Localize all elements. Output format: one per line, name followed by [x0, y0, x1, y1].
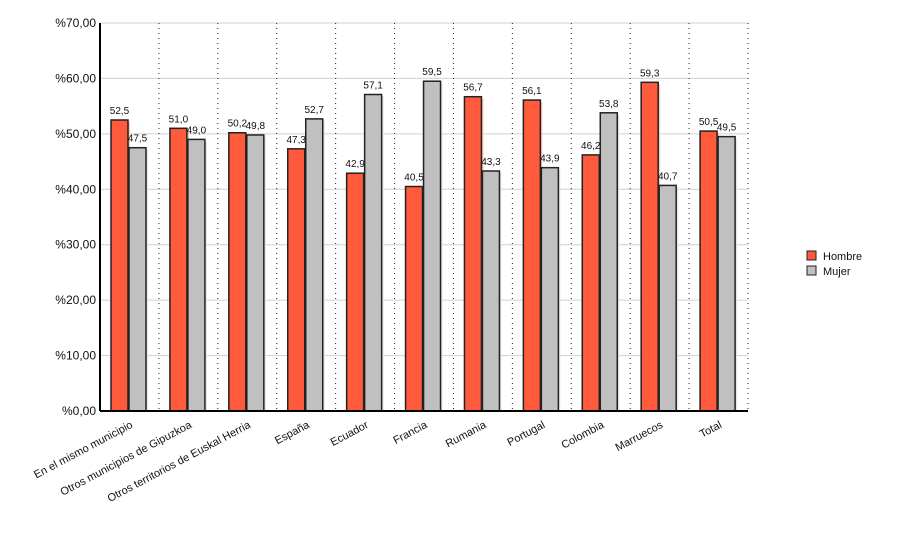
- x-tick-label: Portugal: [505, 419, 547, 449]
- y-tick-label: %60,00: [55, 71, 96, 85]
- bar-hombre: [110, 119, 129, 412]
- x-tick-label: Marruecos: [614, 419, 666, 454]
- data-label: 52,5: [110, 106, 130, 117]
- bar-hombre: [699, 130, 718, 412]
- data-label: 49,0: [187, 125, 207, 136]
- data-label: 47,3: [286, 135, 306, 146]
- x-tick-label: Colombia: [559, 419, 606, 452]
- legend-label: Mujer: [823, 266, 851, 278]
- data-label: 56,7: [463, 83, 483, 94]
- y-tick-label: %10,00: [55, 349, 96, 363]
- data-label: 46,2: [581, 141, 601, 152]
- data-label: 49,8: [246, 121, 266, 132]
- legend-label: Hombre: [823, 251, 862, 263]
- bar-mujer: [481, 170, 501, 412]
- x-tick-label: Ecuador: [329, 419, 371, 449]
- x-tick-label: España: [273, 419, 312, 448]
- bar-mujer: [658, 184, 677, 412]
- data-label: 56,1: [522, 86, 542, 97]
- x-tick-label: Rumania: [444, 419, 489, 451]
- bar-hombre: [581, 154, 601, 412]
- bar-hombre: [169, 127, 188, 412]
- data-label: 43,3: [481, 157, 501, 168]
- bar-mujer: [187, 138, 206, 412]
- bar-mujer: [246, 134, 265, 412]
- x-tick-label: En el mismo municipio: [32, 419, 135, 481]
- data-label: 49,5: [717, 123, 737, 134]
- data-label: 50,2: [228, 119, 248, 130]
- data-label: 42,9: [345, 159, 365, 170]
- legend-swatch: [806, 265, 817, 276]
- data-label: 47,5: [128, 134, 148, 145]
- bar-hombre: [463, 95, 483, 412]
- bar-mujer: [128, 146, 147, 412]
- bar-mujer: [540, 166, 560, 412]
- y-tick-label: %50,00: [55, 127, 96, 141]
- x-tick-label: Total: [698, 419, 724, 441]
- legend-swatch: [806, 250, 817, 261]
- data-label: 50,5: [699, 117, 719, 128]
- y-tick-label: %30,00: [55, 238, 96, 252]
- data-label: 59,3: [640, 68, 660, 79]
- bar-hombre: [286, 148, 306, 412]
- x-tick-label: Francia: [391, 419, 430, 447]
- data-label: 40,7: [658, 171, 678, 182]
- data-label: 43,9: [540, 154, 560, 165]
- data-label: 57,1: [363, 81, 383, 92]
- bar-mujer: [363, 93, 383, 412]
- data-label: 52,7: [304, 105, 324, 116]
- bar-mujer: [422, 80, 442, 412]
- bar-hombre: [404, 185, 424, 412]
- bar-hombre: [522, 99, 542, 412]
- y-tick-label: %0,00: [62, 404, 96, 418]
- bar-mujer: [599, 112, 619, 412]
- bar-hombre: [345, 172, 365, 412]
- data-label: 51,0: [169, 114, 189, 125]
- data-label: 59,5: [422, 67, 442, 78]
- y-tick-label: %70,00: [55, 16, 96, 30]
- bar-hombre: [228, 131, 247, 412]
- bar-mujer: [304, 118, 324, 412]
- y-tick-label: %20,00: [55, 293, 96, 307]
- y-tick-label: %40,00: [55, 182, 96, 196]
- bar-mujer: [717, 135, 736, 412]
- bar-hombre: [640, 81, 659, 412]
- data-label: 40,5: [404, 173, 424, 184]
- data-label: 53,8: [599, 99, 619, 110]
